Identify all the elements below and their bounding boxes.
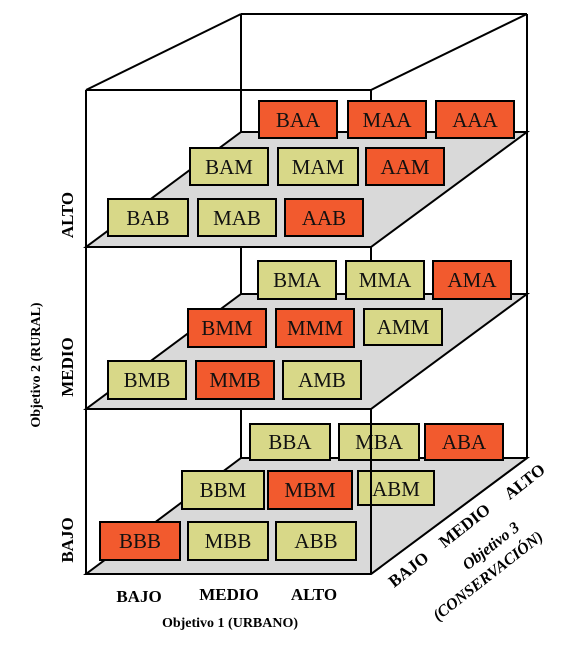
level-bajo: BBA MBA ABA BBM MBM ABM BBB MBB ABB (82, 423, 531, 575)
y-tick-alto: ALTO (58, 192, 77, 238)
top-right-depth-edge (370, 13, 528, 91)
y-tick-medio: MEDIO (58, 337, 77, 397)
cell-label: ABA (442, 430, 487, 454)
cell-MBA (338, 423, 420, 461)
cell-AMB (282, 360, 362, 400)
cell-MMB (195, 360, 275, 400)
x-tick-bajo: BAJO (116, 587, 161, 606)
cell-AAM (365, 147, 445, 186)
x-tick-alto: ALTO (291, 585, 337, 604)
level-medio: BMA MMA AMA BMM MMM AMM BMB MMB AMB (82, 260, 531, 410)
cell-label: MMB (209, 368, 260, 392)
x-axis-title: Objetivo 1 (URBANO) (162, 616, 298, 631)
cell-label: BBM (200, 478, 247, 502)
cell-label: MAM (292, 155, 345, 179)
cell-label: MBB (205, 529, 252, 553)
cell-BMM (187, 308, 267, 348)
x-tick-medio: MEDIO (199, 585, 259, 604)
cell-AAB (284, 198, 364, 237)
cell-AAA (435, 100, 515, 139)
cell-label: AAB (302, 206, 346, 230)
cell-MMM (275, 308, 355, 348)
cell-label: ABB (294, 529, 337, 553)
cell-MBB (187, 521, 269, 561)
cell-MAA (347, 100, 427, 139)
top-left-depth-edge (85, 13, 242, 91)
cell-label: MBM (284, 478, 336, 502)
cell-MAM (277, 147, 359, 186)
cell-label: BBB (119, 529, 161, 553)
cell-ABB (275, 521, 357, 561)
y-axis-title: Objetivo 2 (RURAL) (29, 302, 44, 428)
cell-AMM (363, 308, 443, 346)
cell-label: MMA (359, 268, 412, 292)
cell-label: BAM (205, 155, 253, 179)
cell-AMA (432, 260, 512, 300)
cell-label: AAA (452, 108, 498, 132)
cell-label: MMM (287, 316, 343, 340)
cell-label: BMA (273, 268, 322, 292)
cell-BMB (107, 360, 187, 400)
cell-label: MBA (355, 430, 404, 454)
cell-BBA (249, 423, 331, 461)
level-alto: BAA MAA AAA BAM MAM AAM BAB MAB AAB (82, 100, 531, 248)
cell-MMA (345, 260, 425, 300)
cell-BBM (181, 470, 265, 510)
cell-label: BMM (201, 316, 253, 340)
cell-label: AMM (377, 315, 430, 339)
y-axis: BAJO MEDIO ALTO Objetivo 2 (RURAL) (29, 192, 77, 563)
cell-BAB (107, 198, 189, 237)
cell-BAA (258, 100, 338, 139)
cell-label: MAA (362, 108, 412, 132)
x-axis: BAJO MEDIO ALTO Objetivo 1 (URBANO) (116, 585, 337, 631)
cell-MBM (267, 470, 353, 510)
cell-label: AAM (380, 155, 429, 179)
cell-label: AMB (298, 368, 346, 392)
cell-label: MAB (213, 206, 261, 230)
cell-label: BAB (126, 206, 169, 230)
cell-label: ABM (372, 477, 420, 501)
y-tick-bajo: BAJO (58, 517, 77, 562)
cell-label: AMA (447, 268, 497, 292)
cell-label: BAA (276, 108, 321, 132)
cell-BMA (257, 260, 337, 300)
cell-ABA (424, 423, 504, 461)
cell-label: BMB (124, 368, 171, 392)
cell-MAB (197, 198, 277, 237)
cell-label: BBA (268, 430, 312, 454)
cell-BBB (99, 521, 181, 561)
cell-BAM (189, 147, 269, 186)
